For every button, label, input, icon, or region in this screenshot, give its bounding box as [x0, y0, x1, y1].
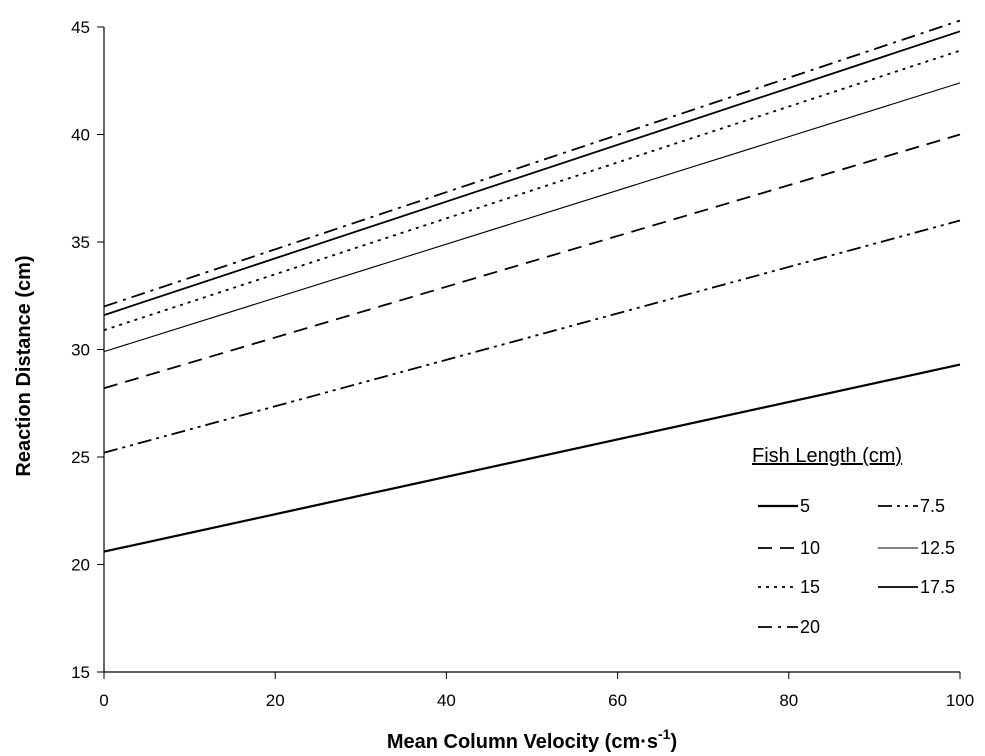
- y-axis-title: Reaction Distance (cm): [13, 255, 35, 476]
- y-tick-label: 20: [71, 556, 90, 575]
- series-line-20: [103, 19, 961, 308]
- legend-label: 7.5: [920, 496, 945, 516]
- series-line-5: [103, 363, 961, 553]
- legend-label: 17.5: [920, 577, 955, 597]
- legend-label: 15: [800, 577, 820, 597]
- legend-label: 12.5: [920, 538, 955, 558]
- x-tick-label: 0: [99, 691, 108, 710]
- y-tick-label: 15: [71, 663, 90, 682]
- y-tick-label: 35: [71, 233, 90, 252]
- x-tick-label: 100: [946, 691, 974, 710]
- y-tick-label: 30: [71, 341, 90, 360]
- x-tick-label: 60: [608, 691, 627, 710]
- x-tick-label: 40: [437, 691, 456, 710]
- x-tick-label: 20: [266, 691, 285, 710]
- series-line-15: [103, 49, 961, 332]
- legend-items: 5 7.5 10 12.5 15 17.5 20: [758, 496, 955, 637]
- y-axis-ticks: 15 20 25 30 35 40 45: [71, 18, 104, 682]
- series-line-7-5: [103, 219, 961, 454]
- legend-label: 10: [800, 538, 820, 558]
- series-lines: [103, 19, 961, 553]
- legend: Fish Length (cm) 5 7.5 10 12.5 15 17.5 20: [752, 445, 955, 637]
- series-line-12-5: [103, 82, 961, 353]
- x-tick-label: 80: [779, 691, 798, 710]
- y-tick-label: 25: [71, 448, 90, 467]
- legend-title: Fish Length (cm): [752, 445, 902, 467]
- y-tick-label: 40: [71, 126, 90, 145]
- x-axis-title-main: Mean Column Velocity (cm·s: [387, 731, 658, 753]
- y-tick-label: 45: [71, 18, 90, 37]
- x-axis-ticks: 0 20 40 60 80 100: [99, 672, 974, 710]
- legend-label: 5: [800, 496, 810, 516]
- x-axis-title: Mean Column Velocity (cm·s-1): [387, 726, 677, 753]
- legend-label: 20: [800, 617, 820, 637]
- series-line-10: [103, 133, 961, 390]
- series-line-17-5: [103, 30, 961, 316]
- x-axis-title-end: ): [670, 731, 677, 753]
- x-axis-title-sup: -1: [658, 726, 671, 742]
